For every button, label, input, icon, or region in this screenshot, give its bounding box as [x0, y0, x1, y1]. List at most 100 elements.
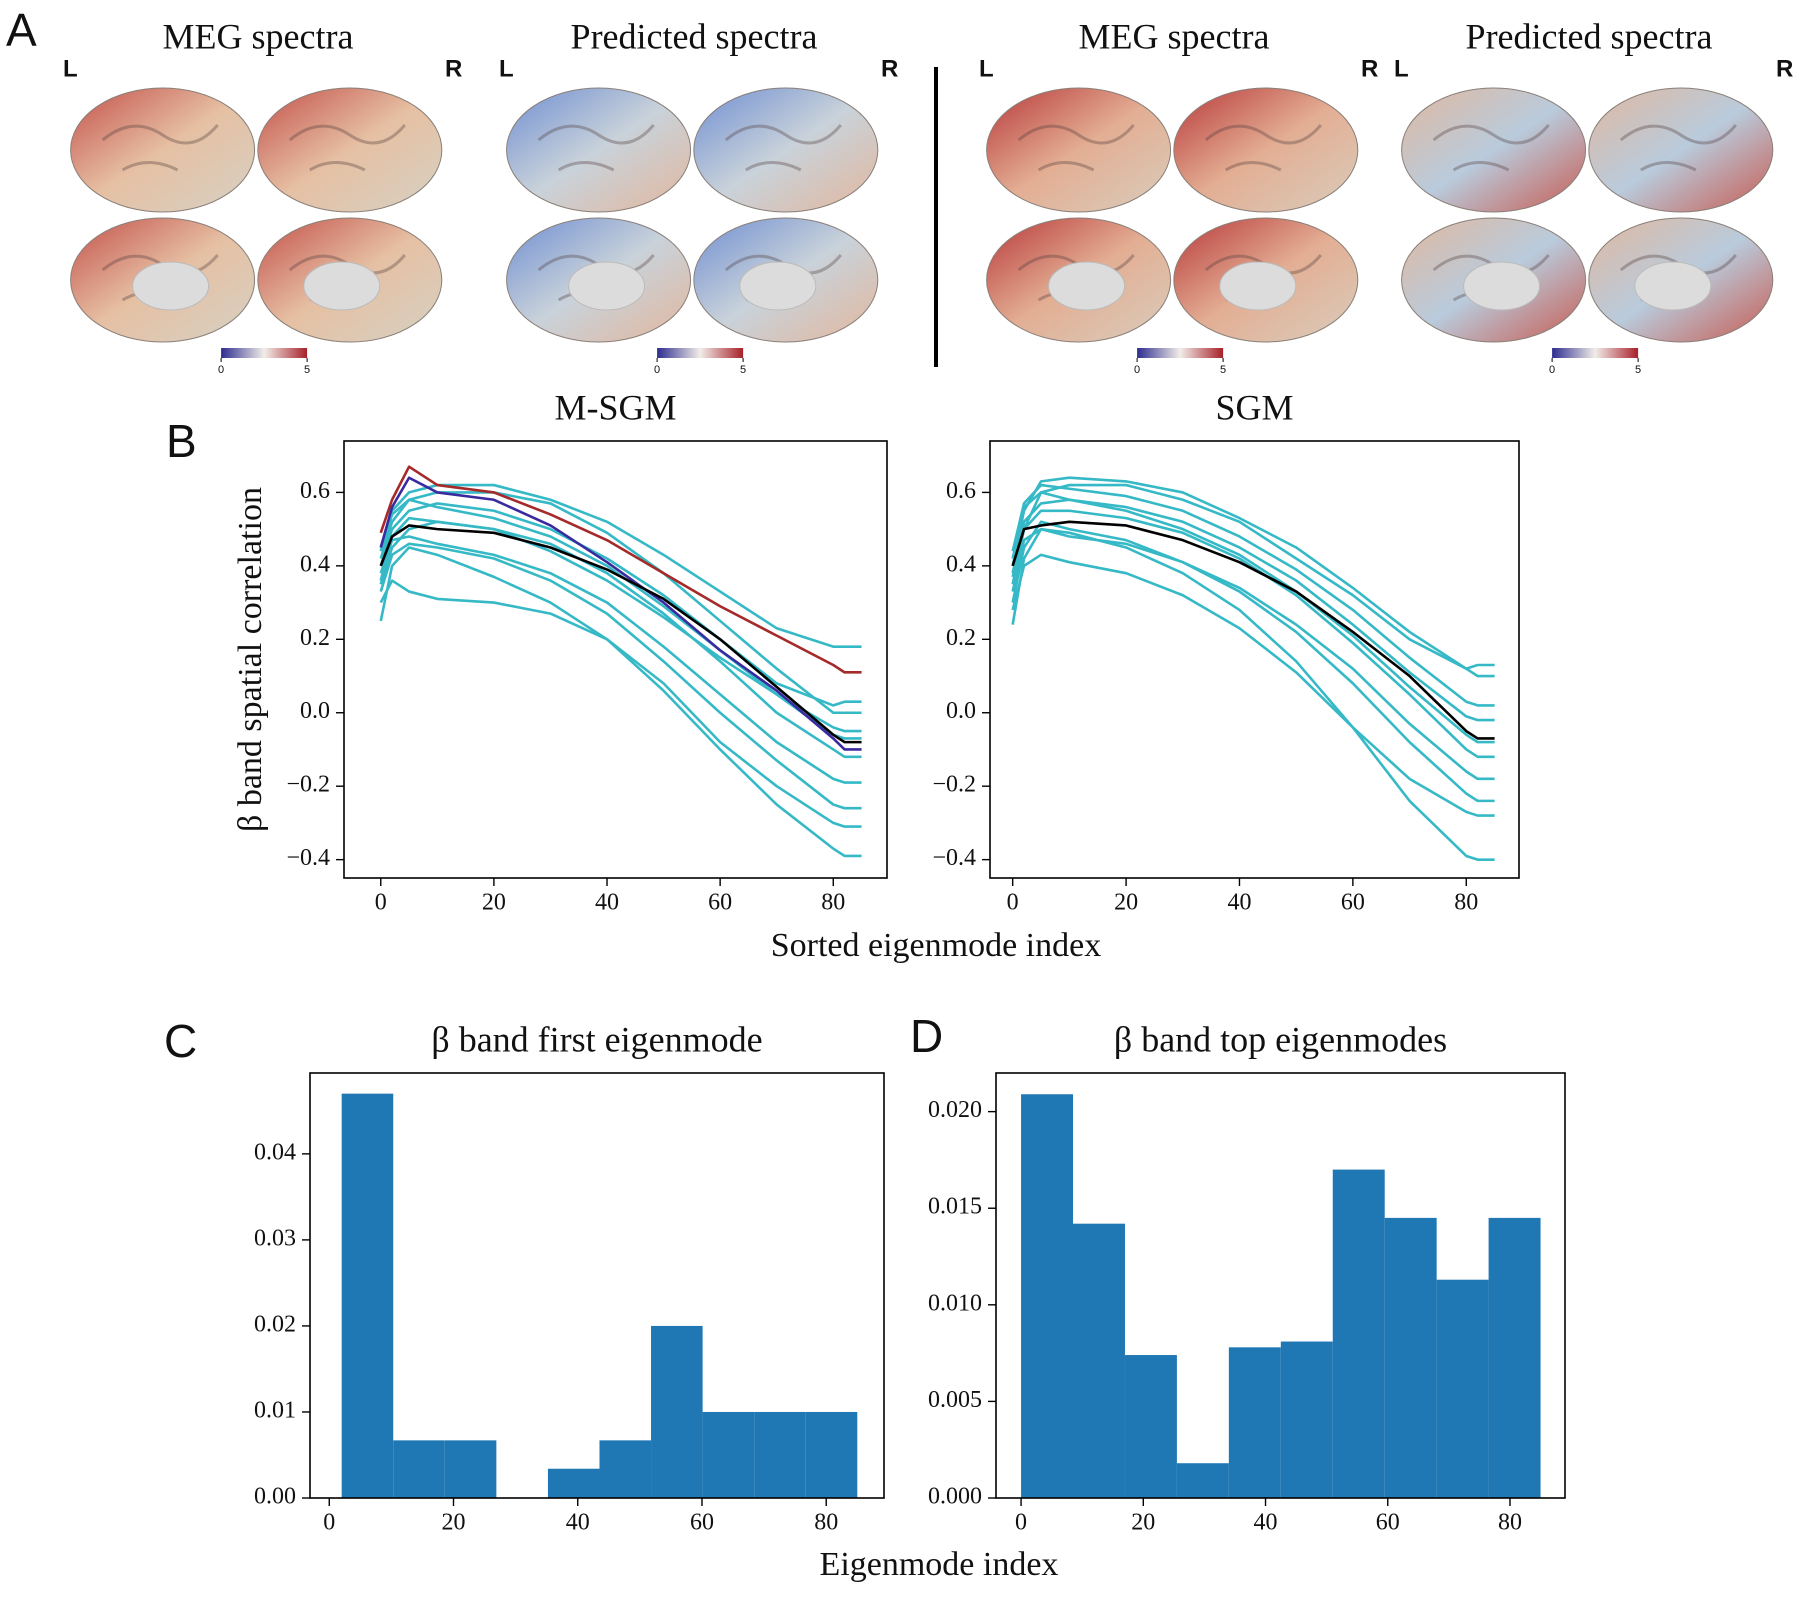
histogram-bar — [1384, 1217, 1437, 1498]
histogram-bar — [1021, 1094, 1074, 1498]
y-tick-label: 0.6 — [300, 478, 330, 504]
panel-title: Predicted spectra — [571, 16, 818, 56]
histogram-bar — [702, 1411, 755, 1498]
hemisphere-right: R — [1776, 55, 1793, 82]
y-tick-label: 0.4 — [300, 551, 330, 577]
x-tick-label: 60 — [708, 890, 732, 916]
plot-frame — [309, 1072, 885, 1499]
y-tick-label: 0.6 — [946, 478, 976, 504]
colorbar-tick-label: 0 — [654, 364, 660, 376]
x-tick-label: 80 — [1498, 1510, 1522, 1536]
y-tick-label: 0.015 — [928, 1194, 982, 1220]
histogram-bar — [754, 1411, 806, 1498]
x-tick-label: 40 — [595, 890, 619, 916]
x-tick-label: 40 — [566, 1510, 590, 1536]
x-tick-label: 0 — [1015, 1510, 1027, 1536]
hemisphere-right: R — [445, 55, 462, 82]
x-tick-label: 80 — [1454, 890, 1478, 916]
y-tick-label: −0.4 — [286, 845, 330, 871]
colorbar — [1552, 348, 1639, 358]
panel-title: MEG spectra — [163, 16, 354, 56]
series-line — [1011, 483, 1495, 707]
series-line — [1011, 520, 1495, 740]
chart-title: β band top eigenmodes — [1114, 1019, 1447, 1059]
y-tick-label: 0.0 — [300, 698, 330, 724]
brain-sulcus — [1204, 124, 1322, 172]
series-line — [1011, 498, 1495, 722]
histogram-bar — [1436, 1279, 1489, 1498]
y-tick-label: −0.2 — [286, 772, 330, 798]
x-tick-label: 60 — [1376, 1510, 1400, 1536]
x-axis-label: Sorted eigenmode index — [771, 927, 1101, 964]
brain-sulcus — [101, 124, 219, 172]
chart-title: SGM — [1215, 387, 1293, 427]
panel-title: MEG spectra — [1079, 16, 1270, 56]
colorbar — [657, 348, 744, 358]
y-tick-label: 0.03 — [254, 1225, 296, 1251]
brain-medial-wall — [568, 261, 646, 311]
brain-surface — [693, 87, 879, 213]
x-axis-label: Eigenmode index — [820, 1546, 1059, 1583]
brain-surface — [1401, 87, 1587, 213]
brain-medial-wall — [303, 261, 381, 311]
y-tick-label: −0.4 — [932, 845, 976, 871]
brain-sulcus — [1017, 124, 1135, 172]
histogram-bar — [1073, 1223, 1125, 1498]
series-line — [379, 520, 862, 733]
plot-frame — [343, 440, 888, 879]
plot-frame — [989, 440, 1520, 879]
colorbar-tick-label: 5 — [304, 364, 310, 376]
x-tick-label: 40 — [1227, 890, 1251, 916]
histogram-bar — [393, 1440, 445, 1498]
hemisphere-right: R — [881, 55, 898, 82]
series-line — [379, 535, 862, 784]
colorbar-tick-label: 5 — [1635, 364, 1641, 376]
brain-surface — [70, 87, 256, 213]
series-line — [1011, 520, 1495, 803]
hemisphere-right: R — [1361, 55, 1378, 82]
y-tick-label: 0.010 — [928, 1290, 982, 1316]
brain-medial-wall — [1219, 261, 1297, 311]
y-tick-label: 0.0 — [946, 698, 976, 724]
panel-label: D — [910, 1010, 943, 1062]
series-line — [379, 491, 862, 715]
brain-sulcus — [724, 124, 842, 172]
brain-sulcus — [1432, 124, 1550, 172]
series-line — [1011, 491, 1495, 744]
y-tick-label: 0.2 — [300, 625, 330, 651]
plot-frame — [995, 1072, 1566, 1499]
series-line — [1011, 527, 1495, 861]
hemisphere-left: L — [499, 55, 514, 82]
x-tick-label: 60 — [1341, 890, 1365, 916]
colorbar — [221, 348, 308, 358]
brain-surface — [506, 87, 692, 213]
y-tick-label: 0.02 — [254, 1311, 296, 1337]
brain-medial-wall — [1634, 261, 1712, 311]
y-tick-label: 0.020 — [928, 1097, 982, 1123]
histogram-bar — [341, 1093, 394, 1498]
brain-surface — [1173, 87, 1359, 213]
series-line — [1011, 509, 1495, 759]
histogram-bar — [1280, 1341, 1333, 1498]
series-line — [379, 579, 862, 828]
series-line — [379, 516, 862, 759]
x-tick-label: 20 — [442, 1510, 466, 1536]
brain-sulcus — [537, 124, 655, 172]
brain-surface — [257, 87, 443, 213]
histogram-bar — [651, 1325, 703, 1498]
hemisphere-left: L — [63, 55, 78, 82]
y-tick-label: 0.000 — [928, 1484, 982, 1510]
x-tick-label: 0 — [375, 890, 387, 916]
x-tick-label: 20 — [1114, 890, 1138, 916]
brain-medial-wall — [132, 261, 210, 311]
y-tick-label: 0.04 — [254, 1139, 296, 1165]
x-tick-label: 0 — [1007, 890, 1019, 916]
chart-title: M-SGM — [554, 387, 676, 427]
series-line — [379, 483, 862, 648]
histogram-bar — [1228, 1347, 1281, 1498]
histogram-bar — [547, 1468, 600, 1498]
x-tick-label: 20 — [1131, 1510, 1155, 1536]
chart-title: β band first eigenmode — [431, 1019, 762, 1059]
series-line — [379, 476, 862, 751]
